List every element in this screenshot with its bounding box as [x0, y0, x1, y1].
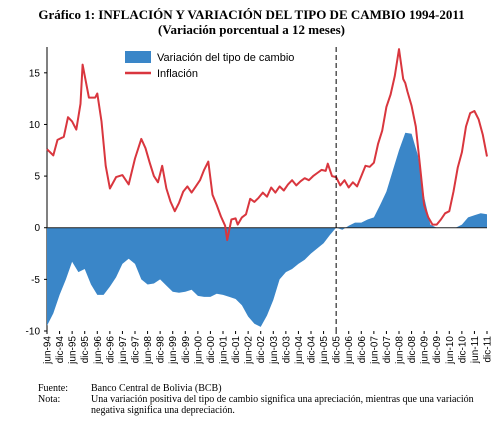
- x-tick-label: dic-09: [432, 336, 443, 364]
- x-axis-ticks: jun-94 dic-94 jun-95 dic-95 jun-96 dic-96 jun-…: [43, 331, 494, 365]
- x-tick-label: jun-08: [395, 336, 406, 365]
- legend: Variación del tipo de cambio Inflación: [125, 51, 294, 80]
- note-text: Banco Central de Bolivia (BCB): [91, 383, 222, 394]
- x-tick-label: jun-01: [219, 336, 230, 365]
- x-tick-label: dic-07: [382, 336, 393, 364]
- x-tick-label: dic-10: [457, 336, 468, 364]
- x-tick-label: dic-98: [156, 336, 167, 364]
- x-tick-label: jun-94: [43, 336, 54, 365]
- x-tick-label: jun-10: [445, 336, 456, 365]
- x-tick-label: dic-00: [206, 336, 217, 364]
- legend-swatch-exchange-rate: [125, 51, 151, 63]
- y-axis-ticks: -10 -5 0 5 10 15: [26, 68, 47, 338]
- x-tick-label: jun-95: [68, 336, 79, 365]
- x-tick-label: jun-05: [319, 336, 330, 365]
- note-row-note: Nota: Una variación positiva del tipo de…: [38, 394, 498, 416]
- x-tick-label: dic-97: [131, 336, 142, 364]
- note-row-source: Fuente: Banco Central de Bolivia (BCB): [38, 383, 498, 394]
- x-tick-label: dic-04: [307, 336, 318, 364]
- x-tick-label: jun-07: [369, 336, 380, 365]
- x-tick-label: dic-95: [80, 336, 91, 364]
- series-exchange-rate-area: [47, 132, 487, 327]
- y-tick-label: 5: [34, 172, 40, 183]
- x-tick-label: dic-02: [256, 336, 267, 364]
- note-label: Nota:: [38, 394, 61, 405]
- chart-notes: Fuente: Banco Central de Bolivia (BCB) N…: [38, 383, 498, 416]
- y-tick-label: 15: [29, 68, 41, 79]
- x-tick-label: jun-99: [168, 336, 179, 365]
- y-tick-label: -5: [31, 275, 40, 286]
- x-tick-label: dic-01: [231, 336, 242, 364]
- x-tick-label: jun-00: [193, 336, 204, 365]
- x-tick-label: dic-96: [105, 336, 116, 364]
- x-tick-label: jun-97: [118, 336, 129, 365]
- x-tick-label: dic-94: [55, 336, 66, 364]
- y-tick-label: -10: [26, 327, 41, 338]
- x-tick-label: jun-06: [344, 336, 355, 365]
- x-tick-label: jun-96: [93, 336, 104, 365]
- x-tick-label: dic-11: [483, 336, 494, 363]
- chart-subtitle: (Variación porcentual a 12 meses): [157, 22, 346, 37]
- y-tick-label: 0: [34, 223, 40, 234]
- legend-label-inflation: Inflación: [157, 68, 198, 80]
- x-tick-label: jun-09: [420, 336, 431, 365]
- legend-label-exchange-rate: Variación del tipo de cambio: [157, 52, 294, 64]
- x-tick-label: jun-02: [244, 336, 255, 365]
- x-tick-label: dic-99: [181, 336, 192, 364]
- x-tick-label: jun-11: [470, 336, 481, 364]
- x-tick-label: jun-03: [269, 336, 280, 365]
- note-label: Fuente:: [38, 383, 68, 394]
- x-tick-label: dic-05: [332, 336, 343, 364]
- note-text: Una variación positiva del tipo de cambi…: [91, 394, 474, 416]
- x-tick-label: jun-04: [294, 336, 305, 365]
- series-inflation-line: [46, 48, 488, 242]
- chart-title: Gráfico 1: INFLACIÓN Y VARIACIÓN DEL TIP…: [38, 7, 465, 22]
- x-tick-label: dic-03: [281, 336, 292, 364]
- x-tick-label: dic-08: [407, 336, 418, 364]
- y-tick-label: 10: [29, 120, 41, 131]
- x-tick-label: jun-98: [143, 336, 154, 365]
- x-tick-label: dic-06: [357, 336, 368, 364]
